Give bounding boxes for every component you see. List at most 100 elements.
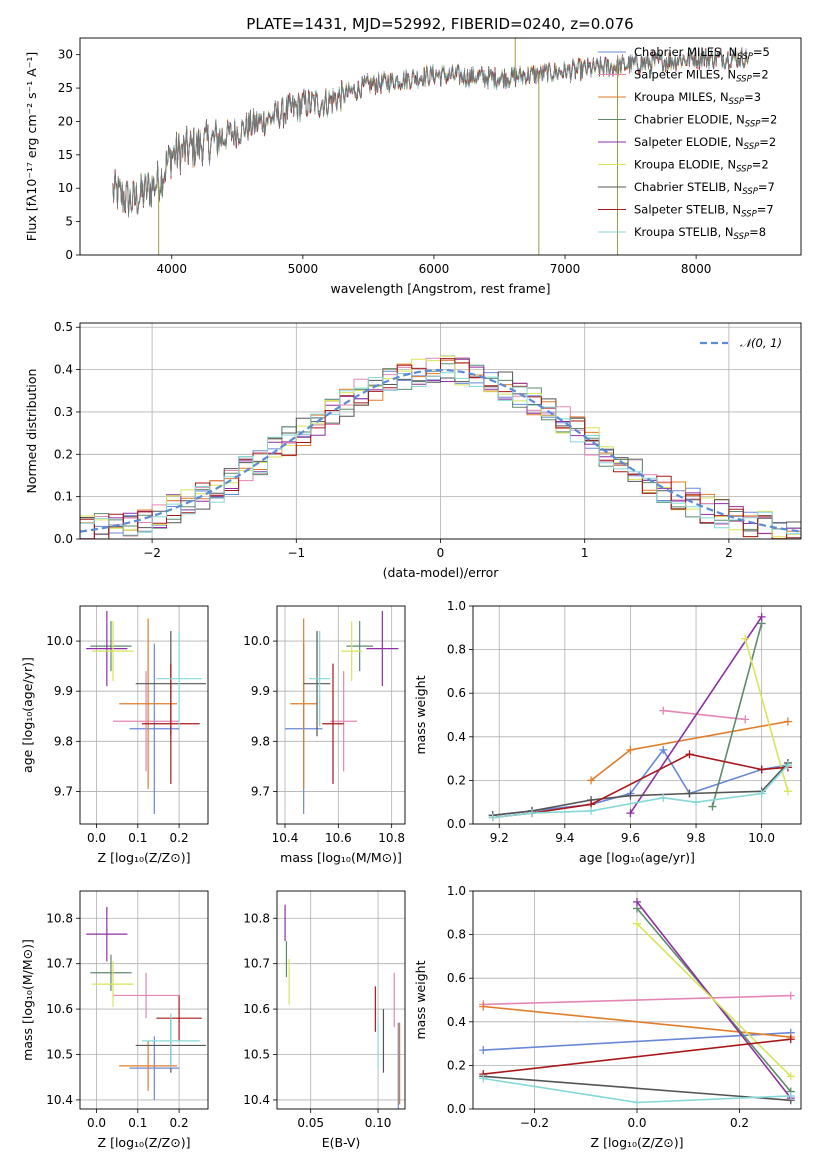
- legend-suffix: =8: [749, 225, 766, 239]
- legend-label: Salpeter STELIB, N: [634, 203, 741, 217]
- y-axis-label: mass [log₁₀(M/M⊙)]: [20, 939, 35, 1061]
- weight-series-line: [492, 748, 789, 817]
- weight-series-line: [483, 994, 791, 1006]
- y-tick-label: 1.0: [447, 884, 466, 898]
- legend-sub: SSP: [744, 142, 760, 152]
- y-tick-label: 0.0: [447, 1102, 466, 1116]
- y-tick-label: 9.8: [251, 734, 270, 748]
- x-axis-label: wavelength [Angstrom, rest frame]: [330, 281, 550, 296]
- weight_vs_Z-panel: −0.2 0.0 0.2 0.0 0.2 0.4 0.6 0.8 1.0 Z [log₁₀(Z/Z…: [413, 884, 802, 1150]
- legend-sub: SSP: [729, 97, 745, 107]
- x-axis-label: Z [log₁₀(Z/Z⊙)]: [98, 850, 191, 865]
- y-tick-label: 9.7: [251, 784, 270, 798]
- y-tick-label: 0.2: [447, 773, 466, 787]
- x-axis-label: Z [log₁₀(Z/Z⊙)]: [98, 1135, 191, 1150]
- legend-label: Salpeter ELODIE, N: [634, 135, 744, 149]
- y-tick-label: 10.7: [243, 957, 270, 971]
- y-tick-label: 0.8: [447, 928, 466, 942]
- y-axis-label: Normed distribution: [24, 369, 39, 494]
- weight-point-marker: [626, 745, 635, 754]
- weight-point-marker: [479, 1002, 488, 1011]
- weight-point-marker: [685, 789, 694, 798]
- weight-point-marker: [587, 806, 596, 815]
- residuals-panel: −2 −1 0 1 2 0.0 0.1 0.2 0.3 0.4 0.5 (data-model)/er…: [24, 320, 802, 580]
- x-tick-label: 10.6: [325, 831, 352, 845]
- y-tick-label: 9.7: [54, 784, 73, 798]
- x-tick-label: 0.0: [627, 1116, 646, 1130]
- y-tick-label: 10.4: [46, 1093, 73, 1107]
- mass_vs_EBV-markers: [284, 904, 401, 1109]
- x-tick-label: 0.2: [170, 1116, 189, 1130]
- x-tick-label: 0: [437, 546, 445, 560]
- weight-point-marker: [685, 750, 694, 759]
- legend-suffix: =3: [744, 90, 761, 104]
- weight-point-marker: [757, 612, 766, 621]
- legend-entry: Salpeter STELIB, NSSP=7: [634, 203, 774, 220]
- y-tick-label: 10: [58, 181, 73, 195]
- weight-point-marker: [786, 991, 795, 1000]
- y-tick-label: 30: [58, 48, 73, 62]
- legend-label: Salpeter MILES, N: [634, 68, 736, 82]
- x-tick-label: 9.8: [686, 831, 705, 845]
- y-axis-label: mass weight: [413, 675, 428, 754]
- mass_vs_Z-panel: 0.0 0.1 0.2 10.4 10.5 10.6 10.7 10.8 Z [log₁₀(Z/…: [20, 890, 209, 1150]
- age_vs_Z-markers: [86, 611, 206, 814]
- x-tick-label: 9.4: [555, 831, 574, 845]
- weight-series-line: [483, 1031, 791, 1051]
- weight_vs_age-lines: [488, 612, 792, 822]
- x-tick-label: 0.2: [730, 1116, 749, 1130]
- axes-frame: [79, 605, 209, 825]
- y-tick-label: 10.5: [243, 1048, 270, 1062]
- legend-suffix: =5: [753, 45, 770, 59]
- weight-point-marker: [488, 813, 497, 822]
- weight-point-marker: [786, 1072, 795, 1081]
- weight-point-marker: [633, 897, 641, 906]
- legend-suffix: =7: [757, 203, 774, 217]
- legend-label: Kroupa ELODIE, N: [634, 158, 736, 172]
- weight-series-line: [744, 638, 789, 792]
- weight-point-marker: [786, 1091, 795, 1100]
- y-tick-label: 10.0: [46, 634, 73, 648]
- mass_vs_EBV-panel: 0.05 0.10 10.4 10.5 10.6 10.7 10.8 E(B-V): [243, 890, 406, 1150]
- y-tick-label: 9.8: [54, 734, 73, 748]
- legend-sub: SSP: [736, 165, 752, 175]
- x-axis-label: E(B-V): [322, 1135, 361, 1150]
- y-tick-label: 0.6: [447, 971, 466, 985]
- weight-series-line: [483, 1038, 791, 1075]
- x-tick-label: 9.2: [490, 831, 509, 845]
- weight-point-marker: [479, 1074, 488, 1083]
- y-tick-label: 0.4: [54, 363, 73, 377]
- weight-series-line: [636, 923, 792, 1077]
- legend-sub: SSP: [741, 210, 757, 220]
- legend-label: Chabrier ELODIE, N: [634, 113, 745, 127]
- weight-point-marker: [783, 717, 792, 726]
- weight-point-marker: [659, 706, 668, 715]
- age_vs_mass-markers: [285, 611, 399, 814]
- y-tick-label: 9.9: [54, 684, 73, 698]
- x-tick-label: 8000: [681, 262, 712, 276]
- legend-entry: 𝒩(0, 1): [740, 336, 782, 350]
- x-tick-label: 0.1: [128, 831, 147, 845]
- y-axis-label: age [log₁₀(age/yr)]: [20, 657, 35, 773]
- y-tick-label: 0.4: [447, 1015, 466, 1029]
- x-axis-label: mass [log₁₀(M/M⊙)]: [280, 850, 402, 865]
- x-tick-label: 10.4: [272, 831, 299, 845]
- legend-sub: SSP: [734, 232, 750, 242]
- y-tick-label: 0.0: [54, 532, 73, 546]
- weight-point-marker: [741, 715, 750, 724]
- axes-frame: [472, 605, 802, 825]
- y-tick-label: 25: [58, 81, 73, 95]
- x-tick-label: −1: [287, 546, 305, 560]
- legend-suffix: =2: [752, 158, 769, 172]
- x-tick-label: 10.8: [378, 831, 405, 845]
- axes-frame: [276, 605, 406, 825]
- y-tick-label: 20: [58, 114, 73, 128]
- legend-suffix: =2: [752, 68, 769, 82]
- x-tick-label: 4000: [156, 262, 187, 276]
- axes-frame: [472, 890, 802, 1110]
- weight-series-line: [629, 616, 763, 814]
- weight-point-marker: [626, 791, 635, 800]
- y-tick-label: 10.5: [46, 1048, 73, 1062]
- mass_vs_Z-markers: [86, 906, 206, 1100]
- y-tick-label: 0.2: [54, 447, 73, 461]
